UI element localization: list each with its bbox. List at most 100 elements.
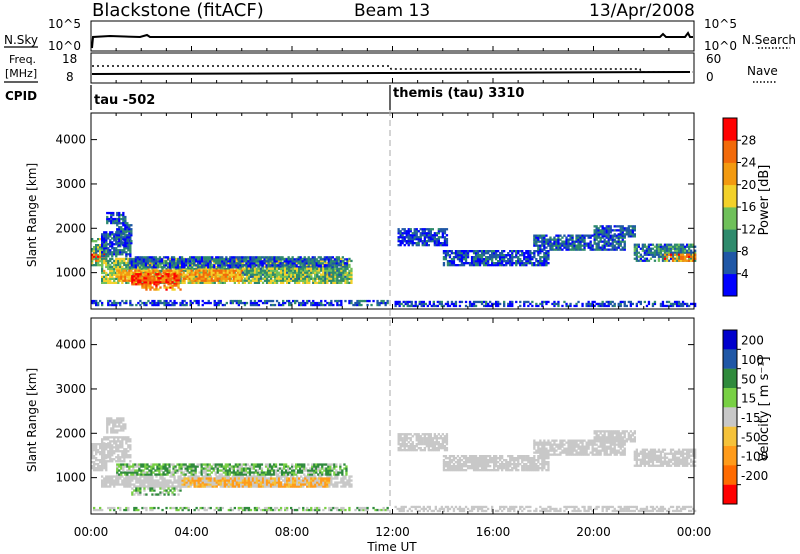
data-cell <box>386 299 389 303</box>
data-cell <box>101 235 104 238</box>
data-cell <box>431 234 434 237</box>
data-cell <box>466 252 470 255</box>
data-cell <box>617 302 620 306</box>
data-cell <box>301 262 304 265</box>
data-cell <box>251 273 255 276</box>
data-cell <box>613 240 616 243</box>
data-cell <box>121 265 124 269</box>
data-cell <box>597 242 600 245</box>
data-cell <box>321 258 324 261</box>
data-cell <box>523 302 526 306</box>
data-cell <box>195 267 198 271</box>
data-cell <box>119 436 122 439</box>
data-cell <box>213 281 216 284</box>
data-cell <box>109 440 112 443</box>
data-cell <box>595 248 598 251</box>
data-cell <box>487 250 490 253</box>
data-cell <box>201 264 204 267</box>
data-cell <box>637 255 640 258</box>
data-cell <box>327 262 330 265</box>
data-cell <box>643 253 646 256</box>
data-cell <box>148 264 152 267</box>
data-cell <box>138 260 141 263</box>
data-cell <box>663 243 667 246</box>
data-cell <box>474 300 478 304</box>
data-cell <box>101 239 104 242</box>
data-cell <box>173 275 176 278</box>
data-cell <box>171 284 174 287</box>
data-cell <box>157 288 160 291</box>
data-cell <box>125 481 128 484</box>
data-cell <box>605 231 608 234</box>
data-cell <box>271 271 275 274</box>
data-cell <box>243 260 246 263</box>
data-cell <box>425 240 428 243</box>
data-cell <box>253 267 257 270</box>
data-cell <box>330 271 333 274</box>
data-cell <box>561 236 564 239</box>
data-cell <box>295 266 298 269</box>
data-cell <box>216 279 219 282</box>
data-cell <box>105 483 108 486</box>
data-cell <box>206 275 209 278</box>
data-cell <box>601 233 604 236</box>
data-cell <box>623 229 626 232</box>
data-cell <box>126 271 129 274</box>
data-cell <box>118 228 121 231</box>
data-cell <box>198 269 201 272</box>
data-cell <box>352 303 355 307</box>
data-cell <box>189 258 192 261</box>
data-cell <box>495 302 498 306</box>
data-cell <box>294 281 297 284</box>
data-cell <box>275 267 279 270</box>
data-cell <box>499 260 502 263</box>
data-cell <box>219 264 222 267</box>
data-cell <box>124 244 127 247</box>
data-cell <box>259 269 263 272</box>
data-cell <box>336 301 339 305</box>
data-cell <box>633 251 636 254</box>
data-cell <box>107 261 110 265</box>
power-colorbar-swatch <box>723 140 737 163</box>
data-cell <box>215 265 218 269</box>
data-cell <box>251 269 255 272</box>
data-cell <box>261 262 264 265</box>
data-cell <box>118 217 121 221</box>
data-cell <box>121 259 124 263</box>
data-cell <box>152 269 155 272</box>
data-cell <box>429 238 432 241</box>
data-cell <box>380 299 383 303</box>
data-cell <box>159 299 162 303</box>
data-cell <box>132 266 135 269</box>
data-cell <box>118 226 121 229</box>
data-cell <box>441 232 444 235</box>
data-cell <box>190 277 193 280</box>
data-cell <box>228 273 231 276</box>
data-cell <box>429 228 432 231</box>
data-cell <box>348 259 351 263</box>
data-cell <box>667 304 671 308</box>
data-cell <box>125 247 128 250</box>
data-cell <box>575 304 578 308</box>
data-cell <box>257 281 261 284</box>
data-cell <box>547 258 550 261</box>
data-cell <box>454 250 458 253</box>
data-cell <box>330 279 333 282</box>
data-cell <box>166 269 169 272</box>
data-cell <box>677 247 681 250</box>
data-cell <box>292 273 295 276</box>
data-cell <box>340 299 343 303</box>
data-cell <box>677 300 681 304</box>
data-cell <box>653 249 657 252</box>
data-cell <box>609 225 612 228</box>
data-cell <box>120 275 123 278</box>
data-cell <box>221 262 224 265</box>
data-cell <box>165 267 168 271</box>
data-cell <box>645 247 649 250</box>
data-cell <box>216 269 219 272</box>
data-cell <box>511 254 514 257</box>
data-cell <box>446 300 450 304</box>
data-cell <box>686 253 689 256</box>
data-cell <box>191 263 194 267</box>
